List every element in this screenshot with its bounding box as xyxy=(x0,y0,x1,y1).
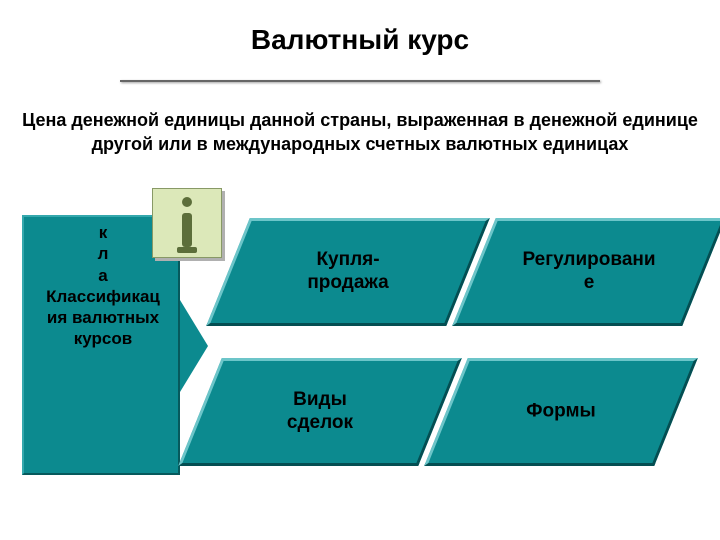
card-label: Видысделок xyxy=(218,389,422,435)
info-icon xyxy=(152,188,222,258)
card-forms: Формы xyxy=(446,358,676,466)
card-deal-types: Видысделок xyxy=(200,358,440,466)
card-buy-sell: Купля-продажа xyxy=(228,218,468,326)
page-title: Валютный курс xyxy=(0,24,720,56)
title-divider xyxy=(120,80,600,82)
card-label: Формы xyxy=(463,401,659,424)
definition-text: Цена денежной единицы данной страны, выр… xyxy=(22,108,698,157)
card-label: Регулирование xyxy=(491,249,687,295)
card-regulation: Регулирование xyxy=(474,218,704,326)
card-label: Купля-продажа xyxy=(246,249,450,295)
